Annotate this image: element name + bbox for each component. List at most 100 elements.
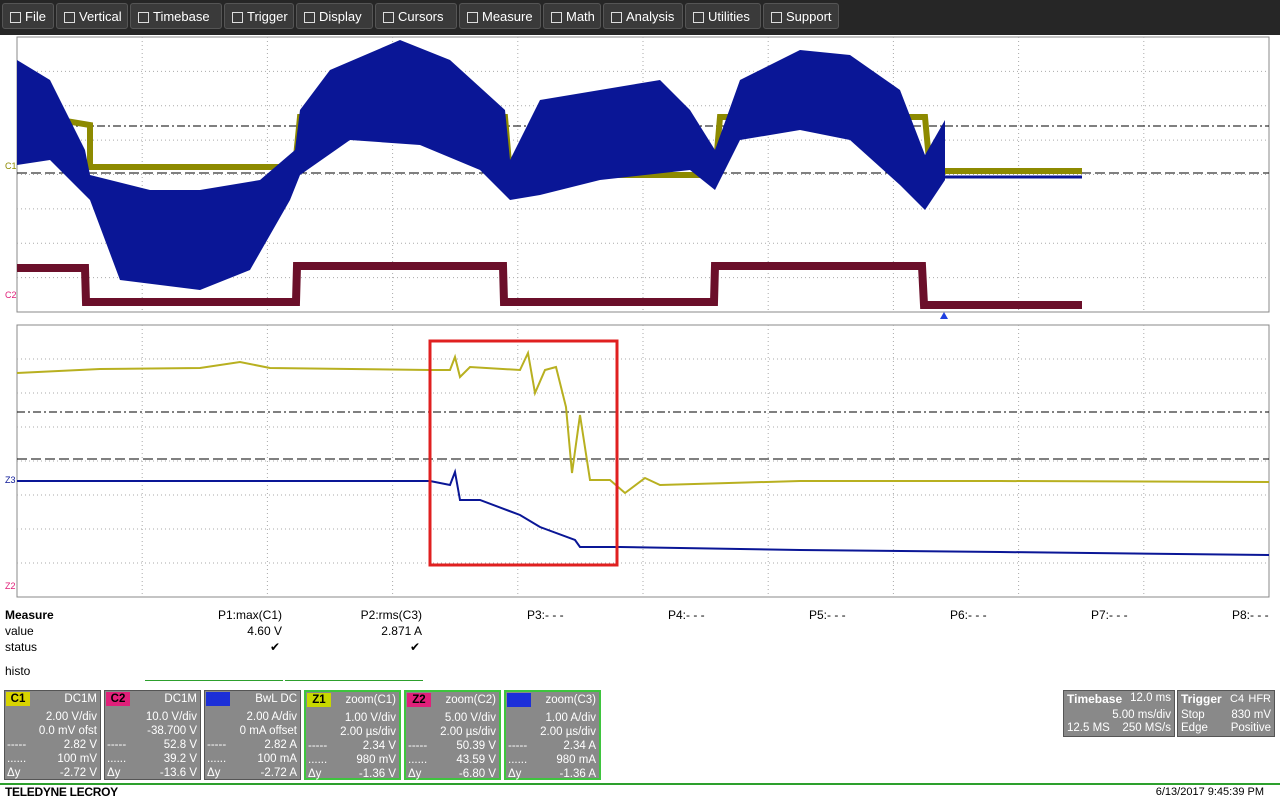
channel-marker: Z2 (5, 581, 16, 591)
row-symbol: ...... (107, 753, 127, 765)
menu-button[interactable]: Measure (459, 3, 541, 29)
menu-button[interactable]: Display (296, 3, 373, 29)
menu-button[interactable]: File (2, 3, 54, 29)
param-underline (285, 680, 423, 681)
tb-scale: 5.00 ms/div (1112, 709, 1171, 721)
row-symbol: ...... (508, 754, 528, 766)
coupling: DC1M (164, 693, 197, 705)
channel-descriptor[interactable]: Z1 zoom(C1) 1.00 V/div 2.00 µs/div ----- 2.34… (304, 690, 401, 780)
row-value: -1.36 A (559, 768, 596, 780)
histo-label: histo (5, 664, 31, 678)
channel-descriptor[interactable]: C1 DC1M 2.00 V/div 0.0 mV ofst ----- 2.82 V..… (4, 690, 101, 780)
channel-marker: C1 (5, 161, 17, 171)
menu-button[interactable]: Vertical (56, 3, 128, 29)
menu-button[interactable]: Cursors (375, 3, 457, 29)
channel-tag: Z2 (407, 693, 431, 707)
c2-trace (17, 262, 1082, 309)
tr-level: 830 mV (1231, 709, 1271, 721)
coupling: BwL DC (255, 693, 297, 705)
row-value: 2.34 A (563, 740, 596, 752)
channel-descriptor[interactable]: Z3 zoom(C3) 1.00 A/div 2.00 µs/div ----- 2.34… (504, 690, 601, 780)
coupling: zoom(C3) (545, 694, 596, 706)
row-symbol: Δy (207, 767, 221, 779)
param-value: 4.60 V (247, 624, 282, 638)
tr-slope: Positive (1230, 722, 1271, 734)
row-symbol: ...... (308, 754, 328, 766)
offset: -38.700 V (147, 725, 197, 737)
menu-bar: File Vertical Timebase Trigger Display Cursor… (0, 0, 1280, 35)
brand: TELEDYNE LECROY (5, 785, 118, 799)
param-name: P3:- - - (527, 608, 564, 622)
c3-trace (17, 40, 945, 290)
param-name: P2:rms(C3) (360, 608, 422, 622)
measure-title: Measure (5, 608, 54, 622)
menu-button[interactable]: Analysis (603, 3, 683, 29)
coupling: zoom(C2) (445, 694, 496, 706)
trigger-box[interactable]: Trigger C4 HFR Stop 830 mV Edge Positive (1177, 690, 1275, 737)
row-symbol: Δy (308, 768, 322, 780)
param-name: P5:- - - (809, 608, 846, 622)
row-value: -1.36 V (358, 768, 396, 780)
scale: 10.0 V/div (145, 711, 197, 723)
param-status: ✔ (409, 640, 420, 654)
z1-trace (16, 349, 1270, 495)
waveform-display (16, 36, 1270, 598)
tr-coupling: HFR (1248, 693, 1271, 705)
channel-tag: C1 (6, 692, 30, 706)
channel-tag: Z1 (307, 693, 331, 707)
tb-delay: 12.0 ms (1130, 692, 1171, 704)
row-value: 2.82 A (264, 739, 297, 751)
coupling: DC1M (64, 693, 97, 705)
row-symbol: ----- (7, 739, 27, 751)
row-symbol: ----- (408, 740, 428, 752)
menu-button[interactable]: Trigger (224, 3, 294, 29)
offset: 2.00 µs/div (540, 726, 596, 738)
channel-descriptor[interactable]: C3 BwL DC 2.00 A/div 0 mA offset ----- 2.82 A… (204, 690, 301, 780)
tr-type: Edge (1181, 722, 1208, 734)
row-symbol: Δy (508, 768, 522, 780)
channel-descriptor[interactable]: C2 DC1M 10.0 V/div -38.700 V ----- 52.8 V....… (104, 690, 201, 780)
channel-tag: Z3 (507, 693, 531, 707)
tr-mode: Stop (1181, 709, 1205, 721)
row-symbol: Δy (107, 767, 121, 779)
param-name: P6:- - - (950, 608, 987, 622)
offset: 0 mA offset (239, 725, 297, 737)
row-value: 100 mV (57, 753, 97, 765)
row-label: value (5, 624, 34, 638)
row-value: -13.6 V (159, 767, 197, 779)
scale: 2.00 V/div (45, 711, 97, 723)
row-symbol: ...... (207, 753, 227, 765)
row-value: 100 mA (257, 753, 297, 765)
row-symbol: ----- (308, 740, 328, 752)
offset: 2.00 µs/div (340, 726, 396, 738)
channel-descriptor[interactable]: Z2 zoom(C2) 5.00 V/div 2.00 µs/div ----- 50.3… (404, 690, 501, 780)
menu-button[interactable]: Math (543, 3, 601, 29)
z3-trace (17, 468, 1270, 556)
timebase-box[interactable]: Timebase 12.0 ms 5.00 ms/div 12.5 MS 250 MS/… (1063, 690, 1175, 737)
row-value: 39.2 V (163, 753, 197, 765)
row-value: 2.82 V (63, 739, 97, 751)
row-label: status (5, 640, 38, 654)
row-value: 43.59 V (456, 754, 496, 766)
highlight-box (428, 339, 619, 567)
row-symbol: Δy (408, 768, 422, 780)
menu-button[interactable]: Utilities (685, 3, 761, 29)
param-status: ✔ (269, 640, 280, 654)
row-symbol: ...... (7, 753, 27, 765)
row-value: 2.34 V (362, 740, 396, 752)
row-symbol: ----- (508, 740, 528, 752)
row-value: -2.72 A (260, 767, 297, 779)
menu-button[interactable]: Support (763, 3, 839, 29)
row-symbol: Δy (7, 767, 21, 779)
row-value: -2.72 V (59, 767, 97, 779)
param-name: P7:- - - (1091, 608, 1128, 622)
row-value: 980 mV (356, 754, 396, 766)
tr-source: C4 (1230, 693, 1245, 705)
scale: 1.00 A/div (545, 712, 596, 724)
channel-marker: C2 (5, 290, 17, 300)
menu-button[interactable]: Timebase (130, 3, 222, 29)
offset: 2.00 µs/div (440, 726, 496, 738)
scale: 2.00 A/div (246, 711, 297, 723)
row-value: 980 mA (556, 754, 596, 766)
